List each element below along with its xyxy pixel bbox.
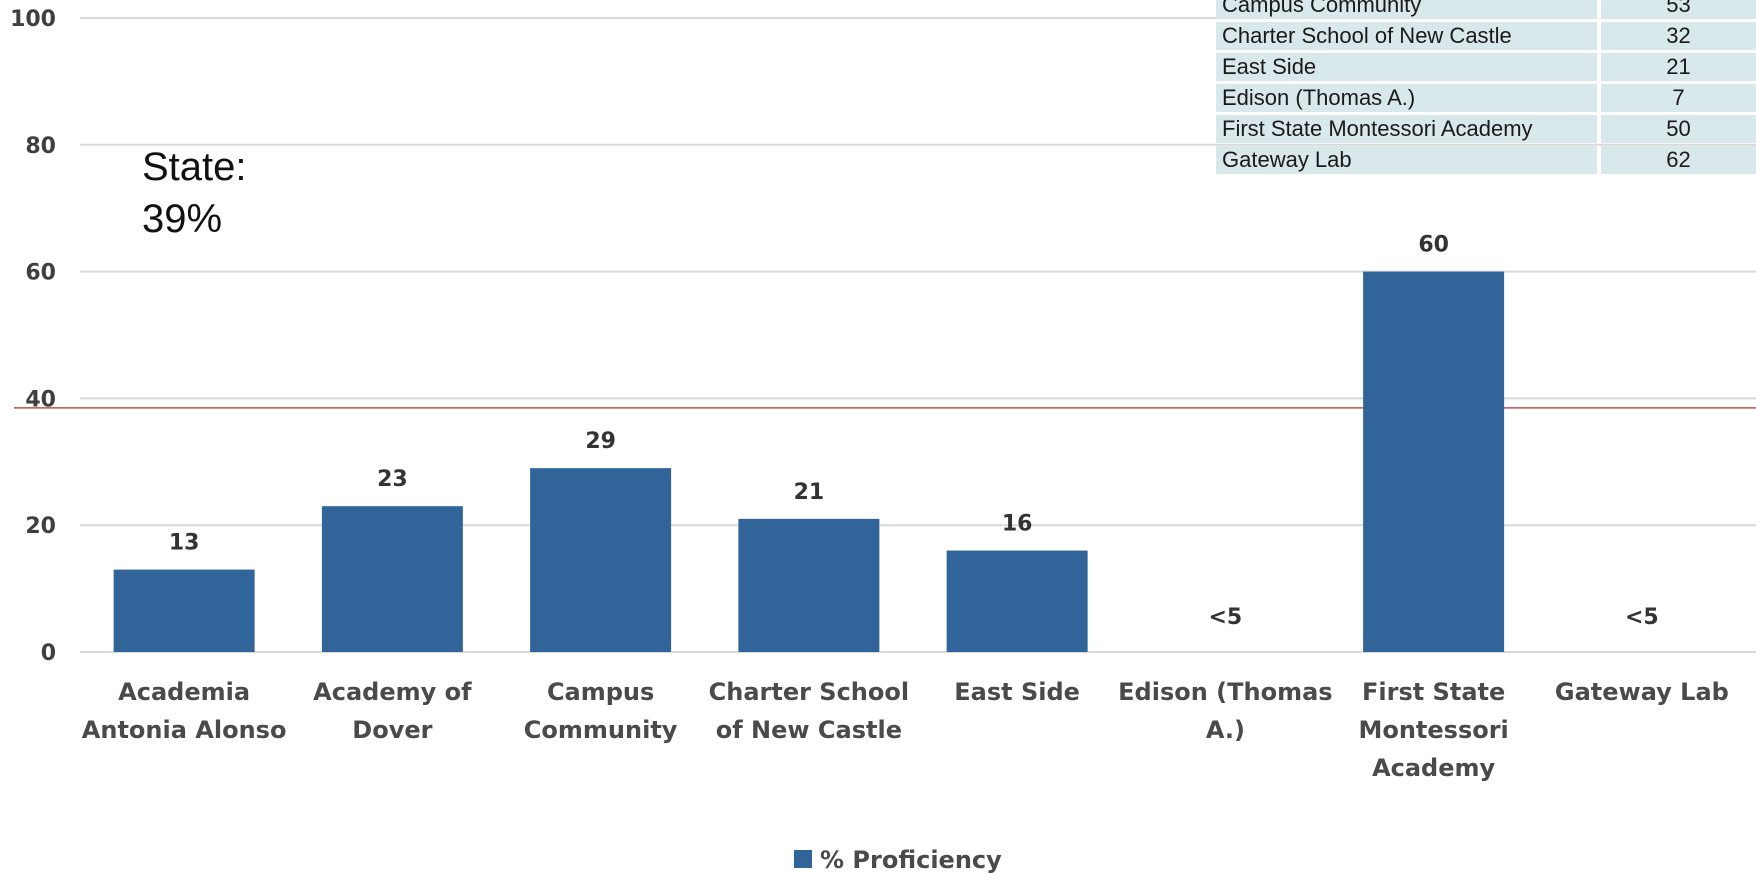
value-cell: 62 — [1601, 146, 1756, 174]
value-cell: 21 — [1601, 53, 1756, 81]
school-name-cell: Edison (Thomas A.) — [1216, 84, 1602, 112]
data-label: 13 — [169, 531, 200, 556]
state-value: 39% — [142, 197, 222, 241]
state-label: State: — [142, 145, 247, 189]
category-label: East Side — [954, 678, 1080, 706]
category-label: Charter School of New Castle — [709, 678, 909, 744]
category-label: Academy of Dover — [313, 678, 472, 744]
category-label: Campus Community — [524, 678, 678, 744]
school-name-cell: First State Montessori Academy — [1216, 115, 1602, 143]
bar — [530, 468, 672, 652]
y-tick-label: 100 — [10, 7, 56, 32]
y-tick-label: 80 — [25, 134, 56, 159]
category-label: Gateway Lab — [1555, 678, 1729, 706]
table-row: Gateway Lab 62 — [1216, 146, 1756, 174]
legend: % Proficiency — [794, 846, 1002, 873]
school-name-cell: Charter School of New Castle — [1216, 22, 1602, 50]
legend-swatch — [794, 850, 812, 868]
y-tick-label: 20 — [25, 514, 56, 539]
value-cell: 32 — [1601, 22, 1756, 50]
data-labels: 13 23 29 21 16 <5 60 <5 — [169, 233, 1659, 630]
category-label: Edison (Thomas A.) — [1118, 678, 1332, 744]
school-name-cell: Campus Community — [1216, 0, 1602, 19]
bar — [321, 506, 463, 652]
category-labels: Academia Antonia Alonso Academy of Dover Cam… — [82, 678, 1729, 782]
category-label: Academia Antonia Alonso — [82, 678, 287, 744]
bar — [738, 518, 880, 652]
state-annotation: State: 39% — [142, 145, 247, 241]
value-cell: 50 — [1601, 115, 1756, 143]
data-label: 16 — [1002, 512, 1033, 537]
y-tick-label: 0 — [41, 641, 56, 666]
bar — [946, 550, 1088, 652]
table-row: First State Montessori Academy 50 — [1216, 115, 1756, 143]
data-label: 60 — [1418, 233, 1449, 258]
data-label: 23 — [377, 467, 408, 492]
bars — [113, 271, 1505, 652]
bar — [113, 569, 255, 652]
legend-label: % Proficiency — [820, 846, 1002, 873]
school-name-cell: East Side — [1216, 53, 1602, 81]
table-row: East Side 21 — [1216, 53, 1756, 81]
value-cell: 7 — [1601, 84, 1756, 112]
table-row: Edison (Thomas A.) 7 — [1216, 84, 1756, 112]
school-name-cell: Gateway Lab — [1216, 146, 1602, 174]
data-label: <5 — [1625, 605, 1659, 630]
y-tick-label: 60 — [25, 261, 56, 286]
table-row: Charter School of New Castle 32 — [1216, 22, 1756, 50]
data-label: <5 — [1209, 605, 1243, 630]
data-label: 29 — [585, 429, 616, 454]
bar — [1363, 271, 1505, 652]
value-cell: 53 — [1601, 0, 1756, 19]
data-label: 21 — [794, 480, 825, 505]
side-table: Campus Community 53 Charter School of New … — [1216, 0, 1756, 177]
category-label: First State Montessori Academy — [1358, 678, 1508, 782]
table-row: Campus Community 53 — [1216, 0, 1756, 19]
